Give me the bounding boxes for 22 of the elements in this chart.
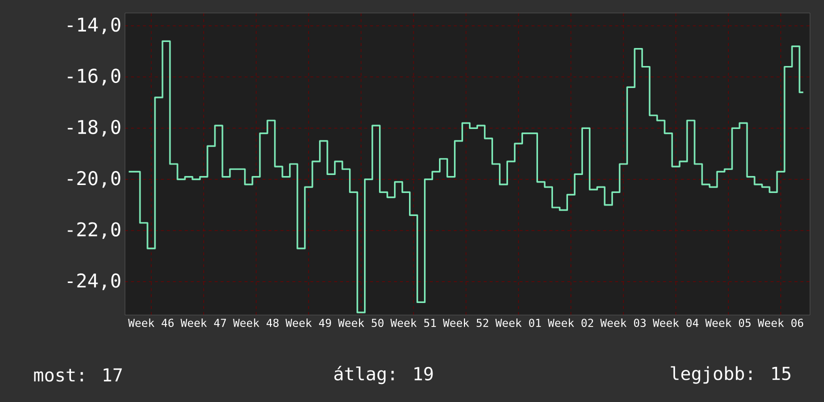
- y-tick-label: -14,0: [68, 17, 120, 34]
- y-tick-label: -20,0: [68, 171, 120, 188]
- x-tick-label: Week 02: [548, 318, 594, 327]
- x-tick-label: Week 47: [180, 318, 226, 327]
- text: legjobb: 15: [670, 366, 790, 384]
- x-tick-label: Week 05: [705, 318, 751, 327]
- x-tick-label: Week 50: [338, 318, 384, 327]
- y-tick-label: -22,0: [68, 222, 120, 239]
- x-tick-label: Week 03: [600, 318, 646, 327]
- text: átlag: 19: [334, 366, 433, 384]
- x-tick-label: Week 06: [758, 318, 804, 327]
- x-tick-label: Week 52: [442, 318, 488, 327]
- x-tick-label: Week 49: [286, 318, 331, 327]
- x-tick-label: Week 46: [128, 318, 174, 327]
- x-tick-label: Week 48: [233, 318, 279, 327]
- y-tick-label: -18,0: [68, 120, 120, 137]
- text: most: 17: [34, 368, 122, 382]
- x-tick-label: Week 04: [652, 318, 698, 327]
- x-tick-label: Week 01: [495, 318, 541, 327]
- x-tick-label: Week 51: [390, 318, 436, 327]
- y-tick-label: -24,0: [68, 273, 120, 290]
- y-tick-label: -16,0: [68, 68, 120, 86]
